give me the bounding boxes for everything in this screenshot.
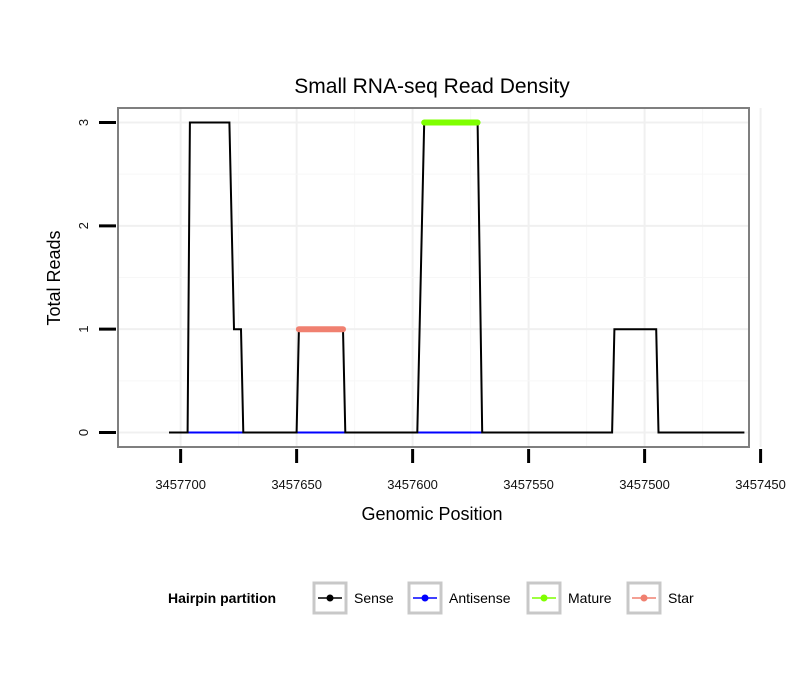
legend-item-star: Star: [626, 581, 694, 615]
series-sense-line: [169, 121, 745, 434]
x-tick-label: 3457650: [271, 477, 322, 492]
y-axis-title: Total Reads: [44, 230, 64, 325]
legend-item-antisense: Antisense: [407, 581, 511, 615]
x-axis: 3457700 3457650 3457600 3457550 3457500 34574…: [155, 449, 786, 492]
x-tick-label: 3457450: [735, 477, 786, 492]
x-tick-label: 3457500: [619, 477, 670, 492]
x-tick-label: 3457700: [155, 477, 206, 492]
legend-key-dot-antisense: [421, 594, 429, 602]
y-tick-label: 1: [76, 326, 91, 333]
y-tick-label: 0: [76, 429, 91, 436]
legend-title: Hairpin partition: [168, 590, 276, 606]
x-axis-title: Genomic Position: [361, 504, 502, 524]
x-tick-label: 3457600: [387, 477, 438, 492]
legend-key-dot-sense: [326, 594, 334, 602]
legend-label-mature: Mature: [568, 590, 612, 606]
y-tick-label: 3: [76, 119, 91, 126]
legend-label-antisense: Antisense: [449, 590, 511, 606]
plot-panel-border: [117, 107, 750, 448]
legend-label-star: Star: [668, 590, 694, 606]
x-tick-label: 3457550: [503, 477, 554, 492]
series-layer: [169, 119, 745, 434]
legend-entries: Sense Antisense Mature Star: [312, 581, 694, 615]
legend-item-mature: Mature: [526, 581, 612, 615]
y-tick-label: 2: [76, 222, 91, 229]
legend-item-sense: Sense: [312, 581, 394, 615]
legend: Hairpin partition Sense Antisense Mature St…: [168, 581, 694, 615]
chart-title: Small RNA-seq Read Density: [294, 75, 570, 98]
legend-key-dot-star: [640, 594, 648, 602]
legend-key-dot-mature: [540, 594, 548, 602]
legend-label-sense: Sense: [354, 590, 394, 606]
y-axis: 0 1 2 3: [76, 119, 116, 436]
grid: [118, 108, 762, 447]
